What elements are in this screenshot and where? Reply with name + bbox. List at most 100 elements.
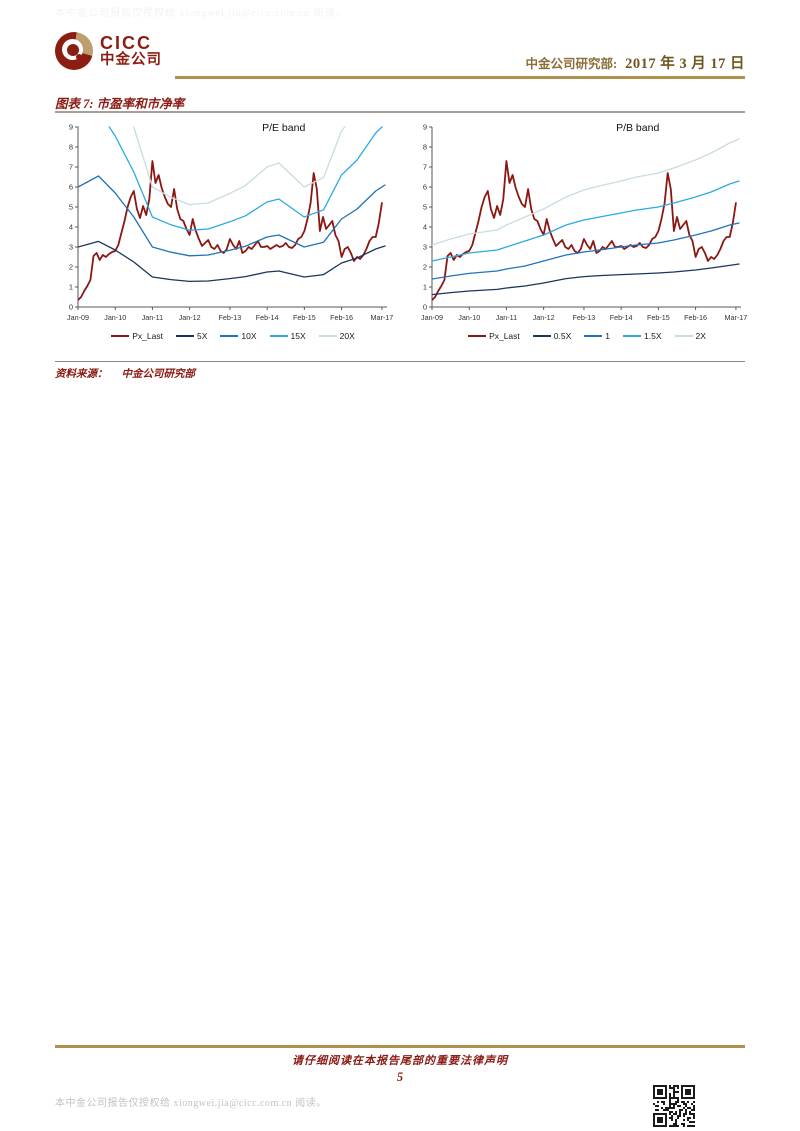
source-divider xyxy=(55,361,745,362)
chart-title: P/E band xyxy=(262,122,305,134)
y-tick-label: 8 xyxy=(69,143,73,152)
legend-swatch xyxy=(175,335,194,337)
legend-label: 10X xyxy=(241,331,257,341)
y-tick-label: 6 xyxy=(423,183,427,192)
y-tick-label: 7 xyxy=(69,163,73,172)
pe-band-chart: 0 1 2 3 4 5 6 7 8 9 Jan-09 Jan-10 Jan-11 Jan-12 Feb-13… xyxy=(54,115,402,353)
legend-item-1.5X: 1.5X xyxy=(623,331,662,341)
series-2X xyxy=(432,138,740,246)
report-date: 2017 年 3 月 17 日 xyxy=(625,56,745,72)
legend-swatch xyxy=(269,335,288,337)
legend-item-0.5X: 0.5X xyxy=(532,331,572,341)
legend-swatch xyxy=(584,335,603,337)
x-tick-label: Feb-15 xyxy=(293,313,316,322)
legend-label: 2X xyxy=(695,331,706,341)
source-value: 中金公司研究部 xyxy=(121,369,196,380)
research-dept-label: 中金公司研究部: xyxy=(525,57,618,71)
legend-item-2X: 2X xyxy=(674,331,706,341)
series-Px_Last xyxy=(78,160,383,301)
pb-band-chart: 0 1 2 3 4 5 6 7 8 9 Jan-09 Jan-10 Jan-11 Jan-12 Feb-13… xyxy=(408,115,756,353)
y-tick-label: 3 xyxy=(69,243,73,252)
y-tick-label: 4 xyxy=(69,223,73,232)
legend-item-Px_Last: Px_Last xyxy=(111,331,163,341)
series-10X xyxy=(78,175,386,257)
legend-label: 15X xyxy=(290,331,306,341)
x-tick-label: Mar-17 xyxy=(371,313,394,322)
y-tick-label: 3 xyxy=(423,243,427,252)
legend-label: 5X xyxy=(196,331,208,341)
source-label: 资料来源： xyxy=(55,369,108,380)
x-tick-label: Feb-14 xyxy=(610,313,633,322)
legend-label: 0.5X xyxy=(553,331,572,341)
x-tick-label: Feb-15 xyxy=(647,313,670,322)
series-5X xyxy=(78,240,386,283)
y-tick-label: 9 xyxy=(69,123,73,132)
legend-item-20X: 20X xyxy=(318,331,355,341)
legend-item-1: 1 xyxy=(584,331,610,341)
header-right: 中金公司研究部: 2017 年 3 月 17 日 xyxy=(525,52,745,73)
top-watermark: 本中金公司报告仅授权给 xiongwei.jia@cicc.com.cn 阅读。 xyxy=(55,8,347,19)
legal-notice: 请仔细阅读在本报告尾部的重要法律声明 xyxy=(292,1055,508,1067)
legend-swatch xyxy=(111,334,130,338)
x-tick-label: Jan-12 xyxy=(533,313,555,322)
series-1.5X xyxy=(432,180,740,262)
series-20X xyxy=(132,126,346,206)
series-1 xyxy=(432,222,740,280)
legend-swatch xyxy=(623,335,642,337)
legend-swatch xyxy=(532,335,551,337)
legend-label: Px_Last xyxy=(489,331,520,341)
y-tick-label: 0 xyxy=(423,303,427,312)
legend-label: 20X xyxy=(339,331,355,341)
series-Px_Last xyxy=(432,160,737,301)
qr-code xyxy=(653,1085,695,1127)
pe-band-legend: Px_Last 5X 10X 15X 20X xyxy=(78,331,388,341)
y-tick-label: 0 xyxy=(69,303,73,312)
legend-label: 1 xyxy=(605,331,611,341)
x-tick-label: Jan-09 xyxy=(421,313,443,322)
y-tick-label: 5 xyxy=(423,203,427,212)
legend-item-15X: 15X xyxy=(269,331,306,341)
x-tick-label: Jan-11 xyxy=(496,313,517,322)
pb-band-legend: Px_Last 0.5X 1 1.5X 2X xyxy=(432,331,742,341)
qr-code-image xyxy=(653,1085,695,1127)
footer-divider xyxy=(55,1045,745,1048)
y-tick-label: 9 xyxy=(423,123,427,132)
y-tick-label: 1 xyxy=(69,283,73,292)
source-line: 资料来源： 中金公司研究部 xyxy=(55,366,195,381)
y-tick-label: 6 xyxy=(69,183,73,192)
y-tick-label: 1 xyxy=(423,283,427,292)
x-tick-label: Feb-13 xyxy=(219,313,242,322)
logo-name: 中金公司 xyxy=(100,51,162,68)
x-tick-label: Feb-16 xyxy=(684,313,707,322)
cicc-logo-icon xyxy=(55,32,93,70)
x-tick-label: Mar-17 xyxy=(725,313,748,322)
figure-title: 图表 7: 市盈率和市净率 xyxy=(55,97,185,111)
logo-acronym: CICC xyxy=(100,32,152,53)
header-divider xyxy=(175,76,745,79)
pe-band-chart-canvas: 0 1 2 3 4 5 6 7 8 9 Jan-09 Jan-10 Jan-11 Jan-12 Feb-13… xyxy=(67,122,394,322)
pb-band-chart-canvas: 0 1 2 3 4 5 6 7 8 9 Jan-09 Jan-10 Jan-11 Jan-12 Feb-13… xyxy=(421,122,748,322)
x-tick-label: Jan-10 xyxy=(458,313,480,322)
cicc-logo: CICC 中金公司 xyxy=(55,32,162,70)
legend-label: Px_Last xyxy=(132,331,163,341)
legend-item-5X: 5X xyxy=(175,331,208,341)
series-15X xyxy=(78,126,384,231)
legend-swatch xyxy=(468,334,487,338)
legend-item-10X: 10X xyxy=(220,331,257,341)
x-tick-label: Jan-10 xyxy=(104,313,126,322)
y-tick-label: 2 xyxy=(69,263,73,272)
legend-swatch xyxy=(674,335,693,337)
page-number: 5 xyxy=(396,1070,404,1084)
x-tick-label: Feb-13 xyxy=(573,313,596,322)
y-tick-label: 5 xyxy=(69,203,73,212)
x-tick-label: Feb-14 xyxy=(256,313,279,322)
legend-item-Px_Last: Px_Last xyxy=(468,331,520,341)
legend-swatch xyxy=(318,335,337,337)
x-tick-label: Jan-12 xyxy=(179,313,201,322)
y-tick-label: 8 xyxy=(423,143,427,152)
x-tick-label: Feb-16 xyxy=(330,313,353,322)
legend-label: 1.5X xyxy=(644,331,662,341)
x-tick-label: Jan-11 xyxy=(142,313,163,322)
cicc-logo-text: CICC 中金公司 xyxy=(100,34,162,68)
